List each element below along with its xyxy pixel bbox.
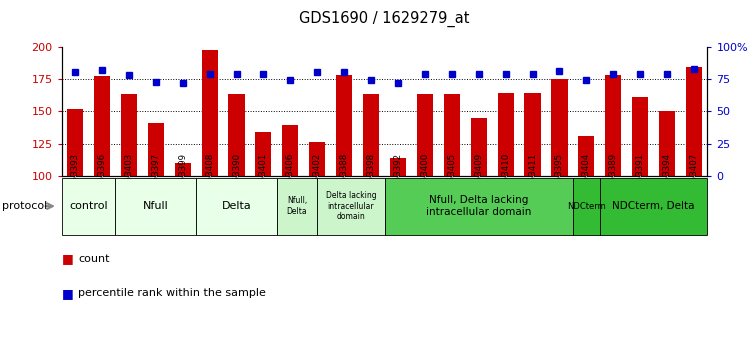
- Text: GSM53396: GSM53396: [98, 153, 107, 200]
- Text: GSM53404: GSM53404: [582, 153, 591, 200]
- Bar: [632, 97, 648, 176]
- Text: Delta lacking
intracellular
domain: Delta lacking intracellular domain: [326, 191, 376, 221]
- Bar: [551, 79, 568, 176]
- Bar: [497, 93, 514, 176]
- Text: ■: ■: [62, 252, 74, 265]
- Bar: [196, 178, 277, 235]
- Text: Nfull, Delta lacking
intracellular domain: Nfull, Delta lacking intracellular domai…: [426, 195, 532, 217]
- Text: GSM53409: GSM53409: [474, 153, 483, 200]
- Bar: [62, 178, 116, 235]
- Bar: [417, 95, 433, 176]
- Text: GSM53400: GSM53400: [421, 153, 430, 200]
- Bar: [277, 178, 317, 235]
- Bar: [67, 109, 83, 176]
- Bar: [363, 95, 379, 176]
- Bar: [317, 178, 385, 235]
- Text: GSM53390: GSM53390: [232, 153, 241, 200]
- Text: GSM53408: GSM53408: [205, 153, 214, 200]
- Bar: [121, 95, 137, 176]
- Bar: [524, 93, 541, 176]
- Text: GSM53395: GSM53395: [555, 153, 564, 200]
- Bar: [309, 142, 325, 176]
- Bar: [116, 178, 196, 235]
- Text: Nfull: Nfull: [143, 201, 169, 211]
- Bar: [201, 50, 218, 176]
- Bar: [573, 178, 600, 235]
- Bar: [282, 126, 298, 176]
- Bar: [471, 118, 487, 176]
- Text: percentile rank within the sample: percentile rank within the sample: [78, 288, 266, 298]
- Bar: [175, 163, 191, 176]
- Text: GSM53406: GSM53406: [286, 153, 295, 200]
- Text: GSM53391: GSM53391: [635, 153, 644, 200]
- Bar: [385, 178, 573, 235]
- Bar: [686, 67, 702, 176]
- Text: GSM53397: GSM53397: [151, 153, 160, 200]
- Bar: [228, 95, 245, 176]
- Bar: [659, 111, 675, 176]
- Bar: [444, 95, 460, 176]
- Bar: [148, 123, 164, 176]
- Text: GSM53401: GSM53401: [259, 153, 268, 200]
- Bar: [390, 158, 406, 176]
- Text: GSM53399: GSM53399: [178, 153, 187, 200]
- Text: GSM53398: GSM53398: [366, 153, 376, 200]
- Text: Delta: Delta: [222, 201, 252, 211]
- Text: Nfull,
Delta: Nfull, Delta: [287, 196, 307, 216]
- Bar: [255, 132, 272, 176]
- Text: GSM53393: GSM53393: [71, 153, 80, 200]
- Text: GSM53411: GSM53411: [528, 153, 537, 200]
- Text: GSM53392: GSM53392: [394, 153, 403, 200]
- Bar: [94, 76, 110, 176]
- Text: GSM53394: GSM53394: [662, 153, 671, 200]
- Bar: [600, 178, 707, 235]
- Text: count: count: [78, 254, 110, 264]
- Text: GSM53403: GSM53403: [125, 153, 134, 200]
- Text: NDCterm: NDCterm: [567, 201, 606, 211]
- Text: GSM53407: GSM53407: [689, 153, 698, 200]
- Bar: [578, 136, 595, 176]
- Text: ■: ■: [62, 287, 74, 300]
- Text: GSM53405: GSM53405: [448, 153, 457, 200]
- Text: GSM53388: GSM53388: [339, 153, 348, 200]
- Text: GSM53410: GSM53410: [501, 153, 510, 200]
- Text: GDS1690 / 1629279_at: GDS1690 / 1629279_at: [299, 10, 470, 27]
- Bar: [336, 75, 352, 176]
- Text: NDCterm, Delta: NDCterm, Delta: [612, 201, 695, 211]
- Text: protocol: protocol: [2, 201, 47, 211]
- Bar: [605, 75, 621, 176]
- Text: GSM53402: GSM53402: [312, 153, 321, 200]
- Text: GSM53389: GSM53389: [609, 153, 618, 200]
- Text: control: control: [69, 201, 108, 211]
